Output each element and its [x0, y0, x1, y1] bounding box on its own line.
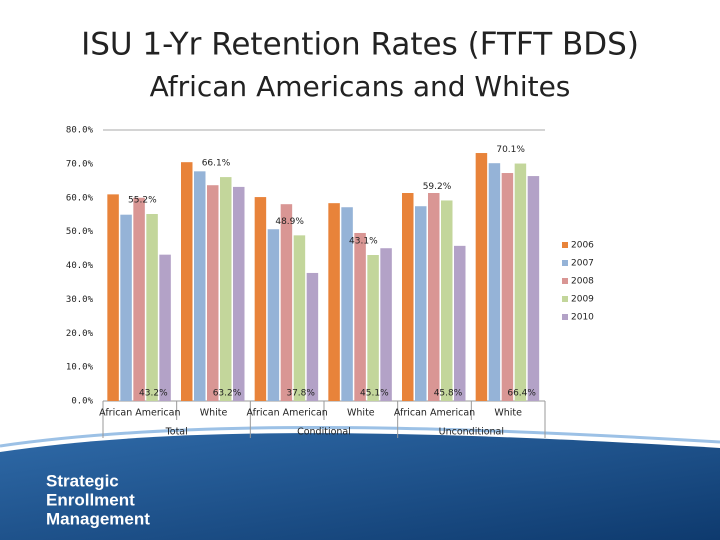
footer-band	[0, 433, 720, 540]
bar	[380, 248, 392, 401]
x-tick-label: African American	[246, 408, 327, 419]
x-tick-label: White	[347, 408, 375, 419]
bar	[107, 194, 119, 401]
y-tick-label: 70.0%	[66, 159, 94, 169]
bar	[475, 153, 488, 401]
x-tick-label: White	[494, 408, 522, 419]
bar	[341, 207, 353, 401]
bar	[220, 177, 232, 401]
x-tick-label: White	[200, 408, 228, 419]
data-label: 45.1%	[360, 389, 389, 399]
brand-text: Management	[46, 509, 150, 528]
legend-swatch	[562, 296, 568, 302]
legend-label: 2010	[571, 313, 594, 323]
data-label: 43.2%	[139, 389, 168, 399]
bar	[267, 229, 280, 401]
y-tick-label: 0.0%	[71, 397, 93, 407]
bar	[402, 193, 414, 401]
chart-subtitle: African Americans and Whites	[150, 70, 571, 103]
footer-wave	[0, 426, 720, 448]
legend-swatch	[562, 314, 568, 320]
data-label: 48.9%	[275, 217, 304, 227]
legend-label: 2009	[571, 295, 594, 305]
bar	[159, 254, 171, 401]
bar	[328, 203, 340, 401]
bar	[133, 197, 145, 401]
bar	[354, 232, 366, 401]
brand-text: Enrollment	[46, 490, 135, 509]
bar	[207, 185, 219, 401]
brand-text: Strategic	[46, 471, 119, 490]
group-label: Total	[165, 427, 188, 438]
bar	[415, 206, 427, 401]
bar	[194, 171, 206, 401]
data-label: 55.2%	[128, 196, 157, 206]
data-label: 45.8%	[434, 389, 463, 399]
y-tick-label: 50.0%	[66, 227, 94, 237]
y-tick-label: 20.0%	[66, 329, 94, 339]
bar	[306, 272, 319, 401]
legend-swatch	[562, 278, 568, 284]
y-tick-label: 80.0%	[66, 126, 94, 136]
bar	[527, 176, 540, 401]
x-tick-label: African American	[394, 408, 475, 419]
bar	[280, 204, 293, 401]
y-tick-label: 60.0%	[66, 193, 94, 203]
y-tick-label: 10.0%	[66, 363, 94, 373]
legend-label: 2007	[571, 259, 594, 269]
bar	[293, 235, 306, 401]
legend-swatch	[562, 242, 568, 248]
data-label: 37.8%	[286, 389, 315, 399]
legend-label: 2008	[571, 277, 594, 287]
bar	[254, 197, 267, 401]
bar	[441, 200, 453, 401]
bar	[367, 254, 379, 401]
chart-title: ISU 1-Yr Retention Rates (FTFT BDS)	[81, 27, 639, 63]
y-tick-label: 40.0%	[66, 261, 94, 271]
bar	[146, 214, 158, 401]
legend-swatch	[562, 260, 568, 266]
data-label: 63.2%	[213, 389, 242, 399]
y-tick-label: 30.0%	[66, 295, 94, 305]
legend-label: 2006	[571, 241, 594, 251]
data-label: 59.2%	[423, 182, 452, 192]
group-label: Conditional	[297, 427, 351, 438]
bar	[501, 173, 514, 401]
bar	[233, 186, 245, 401]
data-label: 43.1%	[349, 236, 378, 246]
data-label: 66.4%	[507, 389, 536, 399]
data-label: 66.1%	[202, 159, 231, 169]
data-label: 70.1%	[496, 145, 525, 155]
bar	[120, 214, 132, 401]
bar	[428, 193, 440, 401]
group-label: Unconditional	[439, 427, 504, 438]
bar	[181, 162, 193, 401]
bar	[454, 245, 466, 401]
bar	[488, 163, 501, 401]
x-tick-label: African American	[99, 408, 180, 419]
bar	[514, 163, 527, 401]
